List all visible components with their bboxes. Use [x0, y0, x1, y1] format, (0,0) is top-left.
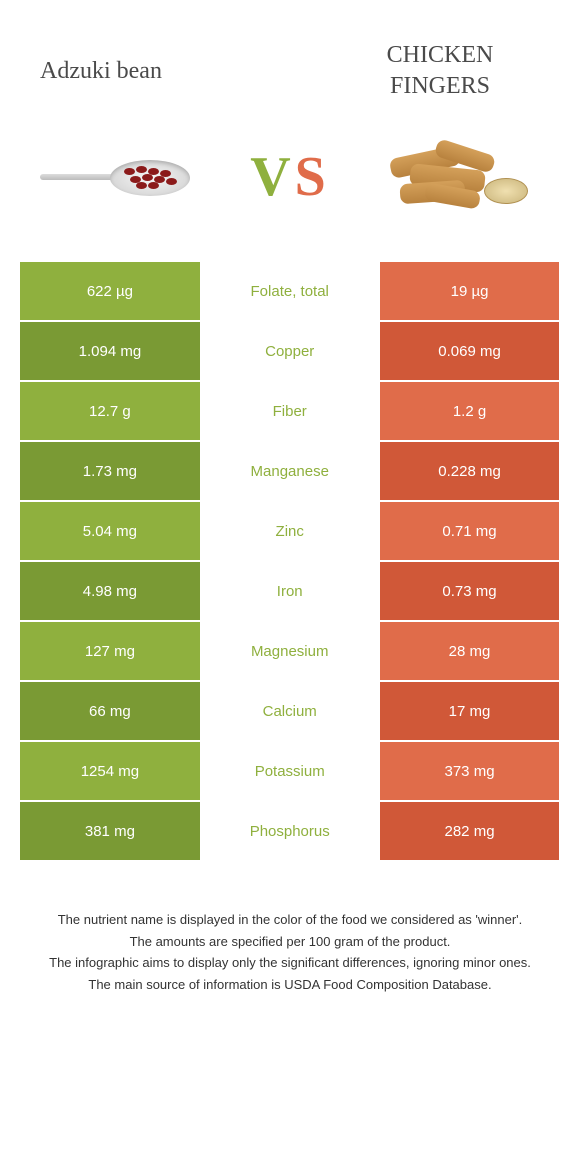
chicken-icon [380, 132, 540, 222]
nutrient-label: Calcium [200, 682, 380, 740]
value-left: 1254 mg [20, 742, 200, 800]
table-row: 1.73 mgManganese0.228 mg [20, 442, 560, 500]
value-left: 12.7 g [20, 382, 200, 440]
nutrient-label: Manganese [200, 442, 380, 500]
table-row: 12.7 gFiber1.2 g [20, 382, 560, 440]
value-right: 0.228 mg [380, 442, 560, 500]
vs-s: S [295, 145, 330, 209]
food-image-left [40, 132, 200, 222]
footer-line: The amounts are specified per 100 gram o… [30, 932, 550, 952]
value-right: 19 µg [380, 262, 560, 320]
value-left: 1.094 mg [20, 322, 200, 380]
nutrient-label: Zinc [200, 502, 380, 560]
value-left: 381 mg [20, 802, 200, 860]
food-image-right [380, 132, 540, 222]
value-left: 127 mg [20, 622, 200, 680]
table-row: 127 mgMagnesium28 mg [20, 622, 560, 680]
header: Adzuki bean CHICKEN FINGERS [0, 0, 580, 122]
nutrient-label: Folate, total [200, 262, 380, 320]
value-right: 0.069 mg [380, 322, 560, 380]
table-row: 4.98 mgIron0.73 mg [20, 562, 560, 620]
nutrient-label: Magnesium [200, 622, 380, 680]
nutrient-label: Fiber [200, 382, 380, 440]
spoon-icon [40, 152, 200, 202]
table-row: 1.094 mgCopper0.069 mg [20, 322, 560, 380]
value-left: 66 mg [20, 682, 200, 740]
table-row: 1254 mgPotassium373 mg [20, 742, 560, 800]
nutrient-label: Phosphorus [200, 802, 380, 860]
table-row: 622 µgFolate, total19 µg [20, 262, 560, 320]
value-right: 1.2 g [380, 382, 560, 440]
value-left: 4.98 mg [20, 562, 200, 620]
footer-line: The infographic aims to display only the… [30, 953, 550, 973]
vs-label: VS [250, 145, 330, 209]
value-left: 5.04 mg [20, 502, 200, 560]
footer-line: The main source of information is USDA F… [30, 975, 550, 995]
table-row: 5.04 mgZinc0.71 mg [20, 502, 560, 560]
nutrient-label: Copper [200, 322, 380, 380]
value-right: 0.71 mg [380, 502, 560, 560]
nutrient-label: Iron [200, 562, 380, 620]
table-row: 66 mgCalcium17 mg [20, 682, 560, 740]
food-title-right: CHICKEN FINGERS [340, 40, 540, 102]
value-left: 1.73 mg [20, 442, 200, 500]
footer-line: The nutrient name is displayed in the co… [30, 910, 550, 930]
value-right: 373 mg [380, 742, 560, 800]
vs-v: V [250, 145, 294, 209]
footer-notes: The nutrient name is displayed in the co… [30, 910, 550, 994]
value-right: 0.73 mg [380, 562, 560, 620]
value-right: 28 mg [380, 622, 560, 680]
value-right: 282 mg [380, 802, 560, 860]
hero-row: VS [0, 122, 580, 252]
food-title-left: Adzuki bean [40, 56, 240, 87]
nutrient-label: Potassium [200, 742, 380, 800]
table-row: 381 mgPhosphorus282 mg [20, 802, 560, 860]
value-right: 17 mg [380, 682, 560, 740]
comparison-table: 622 µgFolate, total19 µg1.094 mgCopper0.… [20, 262, 560, 860]
value-left: 622 µg [20, 262, 200, 320]
